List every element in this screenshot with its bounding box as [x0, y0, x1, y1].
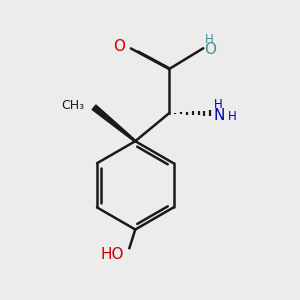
Text: O: O — [114, 39, 126, 54]
Text: H: H — [214, 98, 223, 111]
Text: HO: HO — [100, 247, 124, 262]
Text: CH₃: CH₃ — [61, 99, 85, 112]
Text: H: H — [227, 110, 236, 123]
Text: H: H — [205, 33, 213, 46]
Text: N: N — [214, 108, 225, 123]
Polygon shape — [92, 105, 136, 142]
Text: O: O — [205, 42, 217, 57]
